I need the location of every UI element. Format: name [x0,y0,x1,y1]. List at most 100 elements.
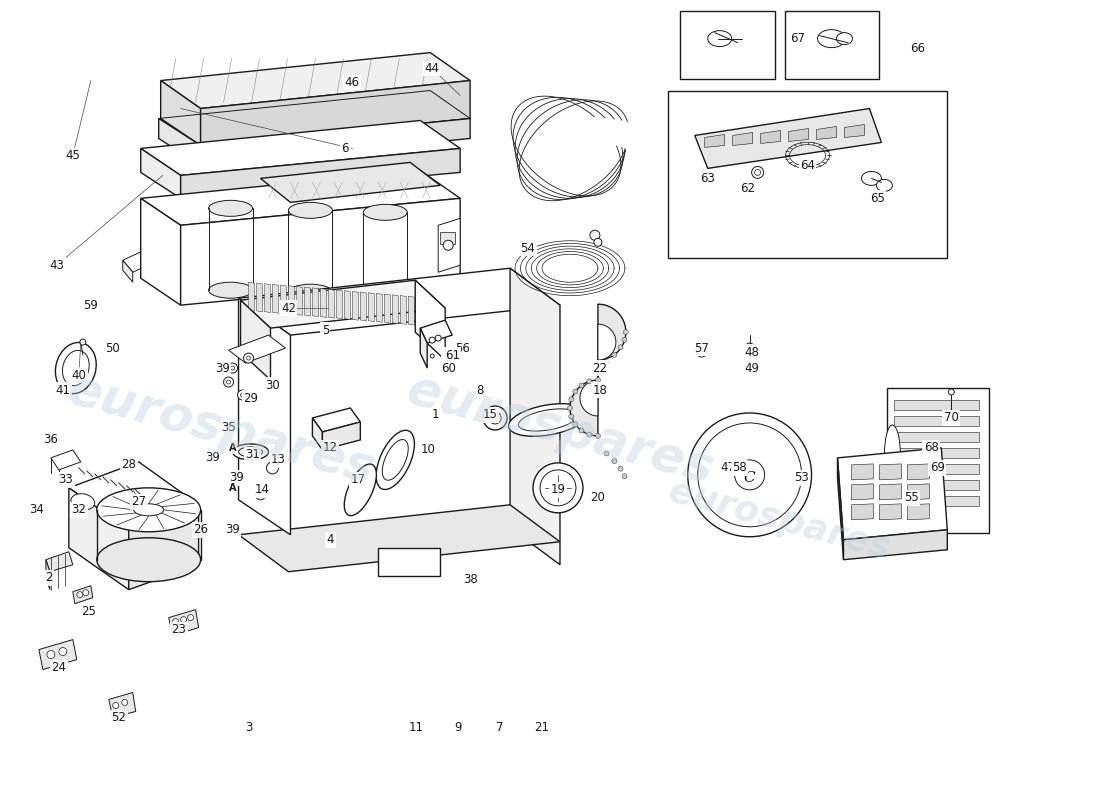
Text: 52: 52 [111,711,126,724]
Polygon shape [695,109,881,169]
Text: 56: 56 [454,342,470,354]
Polygon shape [264,284,271,313]
Polygon shape [241,300,271,380]
Text: 44: 44 [425,62,440,75]
Circle shape [569,414,574,419]
Text: eurospares: eurospares [664,474,894,566]
Text: 45: 45 [65,149,80,162]
Circle shape [82,590,89,596]
Polygon shape [384,294,390,323]
Polygon shape [51,450,80,470]
Ellipse shape [688,413,812,537]
Text: 34: 34 [30,503,44,516]
Text: 4: 4 [327,534,334,546]
Polygon shape [229,335,286,363]
Polygon shape [420,328,427,368]
Circle shape [612,458,617,463]
Text: eurospares: eurospares [402,366,718,494]
Ellipse shape [877,179,892,191]
Polygon shape [46,552,73,572]
Polygon shape [705,134,725,147]
Text: 42: 42 [280,302,296,314]
Polygon shape [273,284,278,314]
Text: 1: 1 [431,409,439,422]
Text: 20: 20 [591,491,605,504]
Ellipse shape [55,342,96,394]
Polygon shape [837,458,844,560]
Circle shape [696,347,706,357]
Polygon shape [879,464,901,480]
Ellipse shape [363,286,407,302]
Polygon shape [200,118,470,166]
Polygon shape [408,296,415,325]
Bar [784,10,879,78]
Ellipse shape [288,202,332,218]
Circle shape [749,367,755,373]
Text: 47: 47 [720,462,735,474]
Polygon shape [510,268,560,565]
Text: 43: 43 [50,258,64,272]
Text: 18: 18 [593,383,607,397]
Circle shape [751,166,763,178]
Text: 60: 60 [441,362,455,374]
Polygon shape [580,324,616,416]
Circle shape [612,352,617,358]
Circle shape [231,366,234,370]
Polygon shape [241,280,446,328]
Ellipse shape [363,204,407,220]
Polygon shape [438,218,460,272]
Circle shape [483,406,507,430]
Polygon shape [312,418,322,450]
Text: 54: 54 [520,242,536,254]
Polygon shape [73,586,92,604]
Circle shape [621,474,627,478]
Polygon shape [329,289,334,318]
Text: 66: 66 [910,42,925,55]
Text: 68: 68 [924,442,938,454]
Polygon shape [368,293,374,322]
Polygon shape [141,170,460,226]
Polygon shape [320,289,327,318]
Text: 16: 16 [442,351,458,365]
Circle shape [594,238,602,246]
Text: 11: 11 [409,721,424,734]
Polygon shape [415,280,446,360]
Circle shape [490,412,502,424]
Polygon shape [305,287,310,316]
Polygon shape [416,297,422,326]
Text: 53: 53 [794,471,808,484]
Polygon shape [312,288,318,317]
Circle shape [618,466,623,471]
Text: 55: 55 [904,491,918,504]
Polygon shape [851,464,873,480]
Polygon shape [261,162,440,202]
Text: 41: 41 [55,383,70,397]
Circle shape [436,335,441,341]
Polygon shape [760,130,781,143]
Polygon shape [141,198,180,305]
Circle shape [618,345,623,350]
Text: 10: 10 [421,443,436,457]
Text: 70: 70 [944,411,959,425]
Bar [894,464,979,474]
Polygon shape [200,81,470,146]
Circle shape [621,338,627,342]
Polygon shape [361,292,366,321]
Polygon shape [393,294,398,324]
Circle shape [745,343,755,353]
Polygon shape [570,304,626,436]
Polygon shape [322,422,361,450]
Circle shape [540,470,576,506]
Polygon shape [280,285,286,314]
Text: 64: 64 [800,159,815,172]
Polygon shape [337,290,342,319]
Polygon shape [129,505,199,590]
Polygon shape [816,126,836,139]
Polygon shape [837,448,947,540]
Text: 32: 32 [72,503,86,516]
Ellipse shape [63,350,89,386]
Text: 23: 23 [172,623,186,636]
Circle shape [80,339,86,345]
Ellipse shape [209,282,253,298]
Text: 3: 3 [245,721,252,734]
